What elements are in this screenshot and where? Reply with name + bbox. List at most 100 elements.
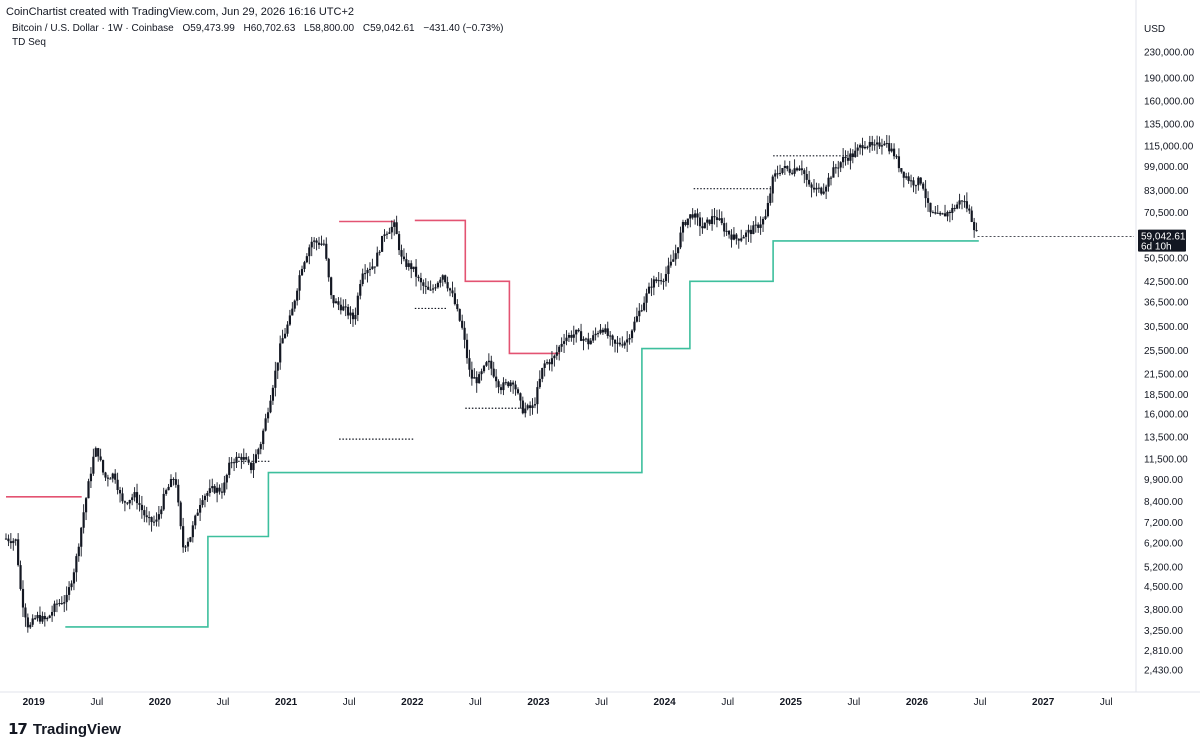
candle-body <box>842 156 845 163</box>
candle-body <box>781 168 784 173</box>
indicator-label[interactable]: TD Seq <box>12 37 46 48</box>
candle <box>778 164 782 177</box>
candle-body <box>672 259 675 262</box>
candle-body <box>211 486 214 489</box>
candle <box>482 364 486 374</box>
candle-body <box>934 212 937 214</box>
candle <box>839 161 842 173</box>
candle <box>206 490 209 502</box>
candle-body <box>822 191 825 194</box>
candle-body <box>266 412 270 419</box>
candle <box>710 209 714 231</box>
candle-body <box>647 286 651 294</box>
candle-body <box>803 170 806 174</box>
candle-body <box>315 240 318 243</box>
candle-body <box>478 374 481 384</box>
candle-body <box>17 539 20 566</box>
candle-body <box>330 277 333 296</box>
candle <box>201 495 204 508</box>
candle <box>441 274 444 287</box>
candle-body <box>82 512 85 528</box>
candle-body <box>735 234 738 239</box>
candle-body <box>259 444 262 450</box>
candle <box>223 475 226 496</box>
candle <box>266 407 270 423</box>
candle <box>327 257 330 282</box>
candle <box>664 266 668 287</box>
candle-body <box>220 491 224 493</box>
y-tick-label: 160,000.00 <box>1144 97 1194 108</box>
candle-body <box>431 288 435 290</box>
candle-body <box>798 168 801 171</box>
y-tick-label: 8,400.00 <box>1144 497 1183 508</box>
symbol-title[interactable]: Bitcoin / U.S. Dollar · 1W · Coinbase <box>12 23 174 34</box>
candle <box>582 336 585 351</box>
candle-body <box>834 167 837 169</box>
candle-body <box>771 176 774 194</box>
candle-body <box>400 250 403 257</box>
candle-body <box>759 224 762 228</box>
candle-body <box>846 157 850 161</box>
candle-body <box>516 389 520 394</box>
candle-body <box>592 335 595 341</box>
candle <box>795 166 799 172</box>
candle-body <box>817 187 820 189</box>
candle-body <box>393 222 396 227</box>
candle-body <box>87 481 90 499</box>
candle-body <box>427 286 430 290</box>
candle-body <box>157 514 160 520</box>
candle <box>764 209 767 220</box>
candle-body <box>364 273 367 275</box>
candle-body <box>89 473 93 482</box>
candle-body <box>579 331 583 341</box>
candle <box>943 204 947 217</box>
candle-body <box>24 607 27 618</box>
x-tick-label: 2020 <box>149 697 172 708</box>
candle-body <box>215 487 219 493</box>
candle-body <box>536 387 539 405</box>
candle-body <box>825 186 828 192</box>
candle <box>315 238 318 251</box>
candle-body <box>922 183 925 189</box>
candle-body <box>254 454 258 463</box>
y-tick-label: 230,000.00 <box>1144 47 1194 58</box>
candle <box>752 220 755 235</box>
candle-body <box>383 234 386 236</box>
candle <box>837 160 840 178</box>
candle <box>38 606 42 624</box>
candle-body <box>694 213 697 218</box>
candle-body <box>281 338 284 344</box>
candle-body <box>880 145 884 147</box>
y-tick-label: 6,200.00 <box>1144 538 1183 549</box>
candle <box>686 218 689 229</box>
candle-body <box>529 405 532 409</box>
candle-body <box>958 200 961 205</box>
candle <box>643 296 646 312</box>
candle <box>766 195 769 218</box>
candle-body <box>276 362 279 371</box>
y-tick-label: 50,500.00 <box>1144 253 1189 264</box>
candle-body <box>296 290 299 301</box>
candle <box>885 134 888 148</box>
candle <box>422 279 425 294</box>
candle <box>516 387 520 395</box>
candle <box>512 380 515 394</box>
candle <box>761 216 765 232</box>
candle <box>584 337 588 343</box>
x-tick-label: Jul <box>595 697 608 708</box>
y-tick-label: 25,500.00 <box>1144 346 1189 357</box>
candle-body <box>473 377 476 379</box>
candle-body <box>203 495 207 501</box>
candle-body <box>99 456 102 461</box>
candle-body <box>941 213 944 215</box>
candle <box>550 351 554 372</box>
candle <box>859 143 862 155</box>
candle-body <box>55 603 59 605</box>
tradingview-logo[interactable]: 𝟭𝟳 TradingView <box>8 720 121 739</box>
candle <box>744 229 748 245</box>
candle <box>781 167 784 175</box>
candle-body <box>283 333 287 339</box>
candle <box>330 276 333 299</box>
x-tick-label: 2025 <box>780 697 803 708</box>
